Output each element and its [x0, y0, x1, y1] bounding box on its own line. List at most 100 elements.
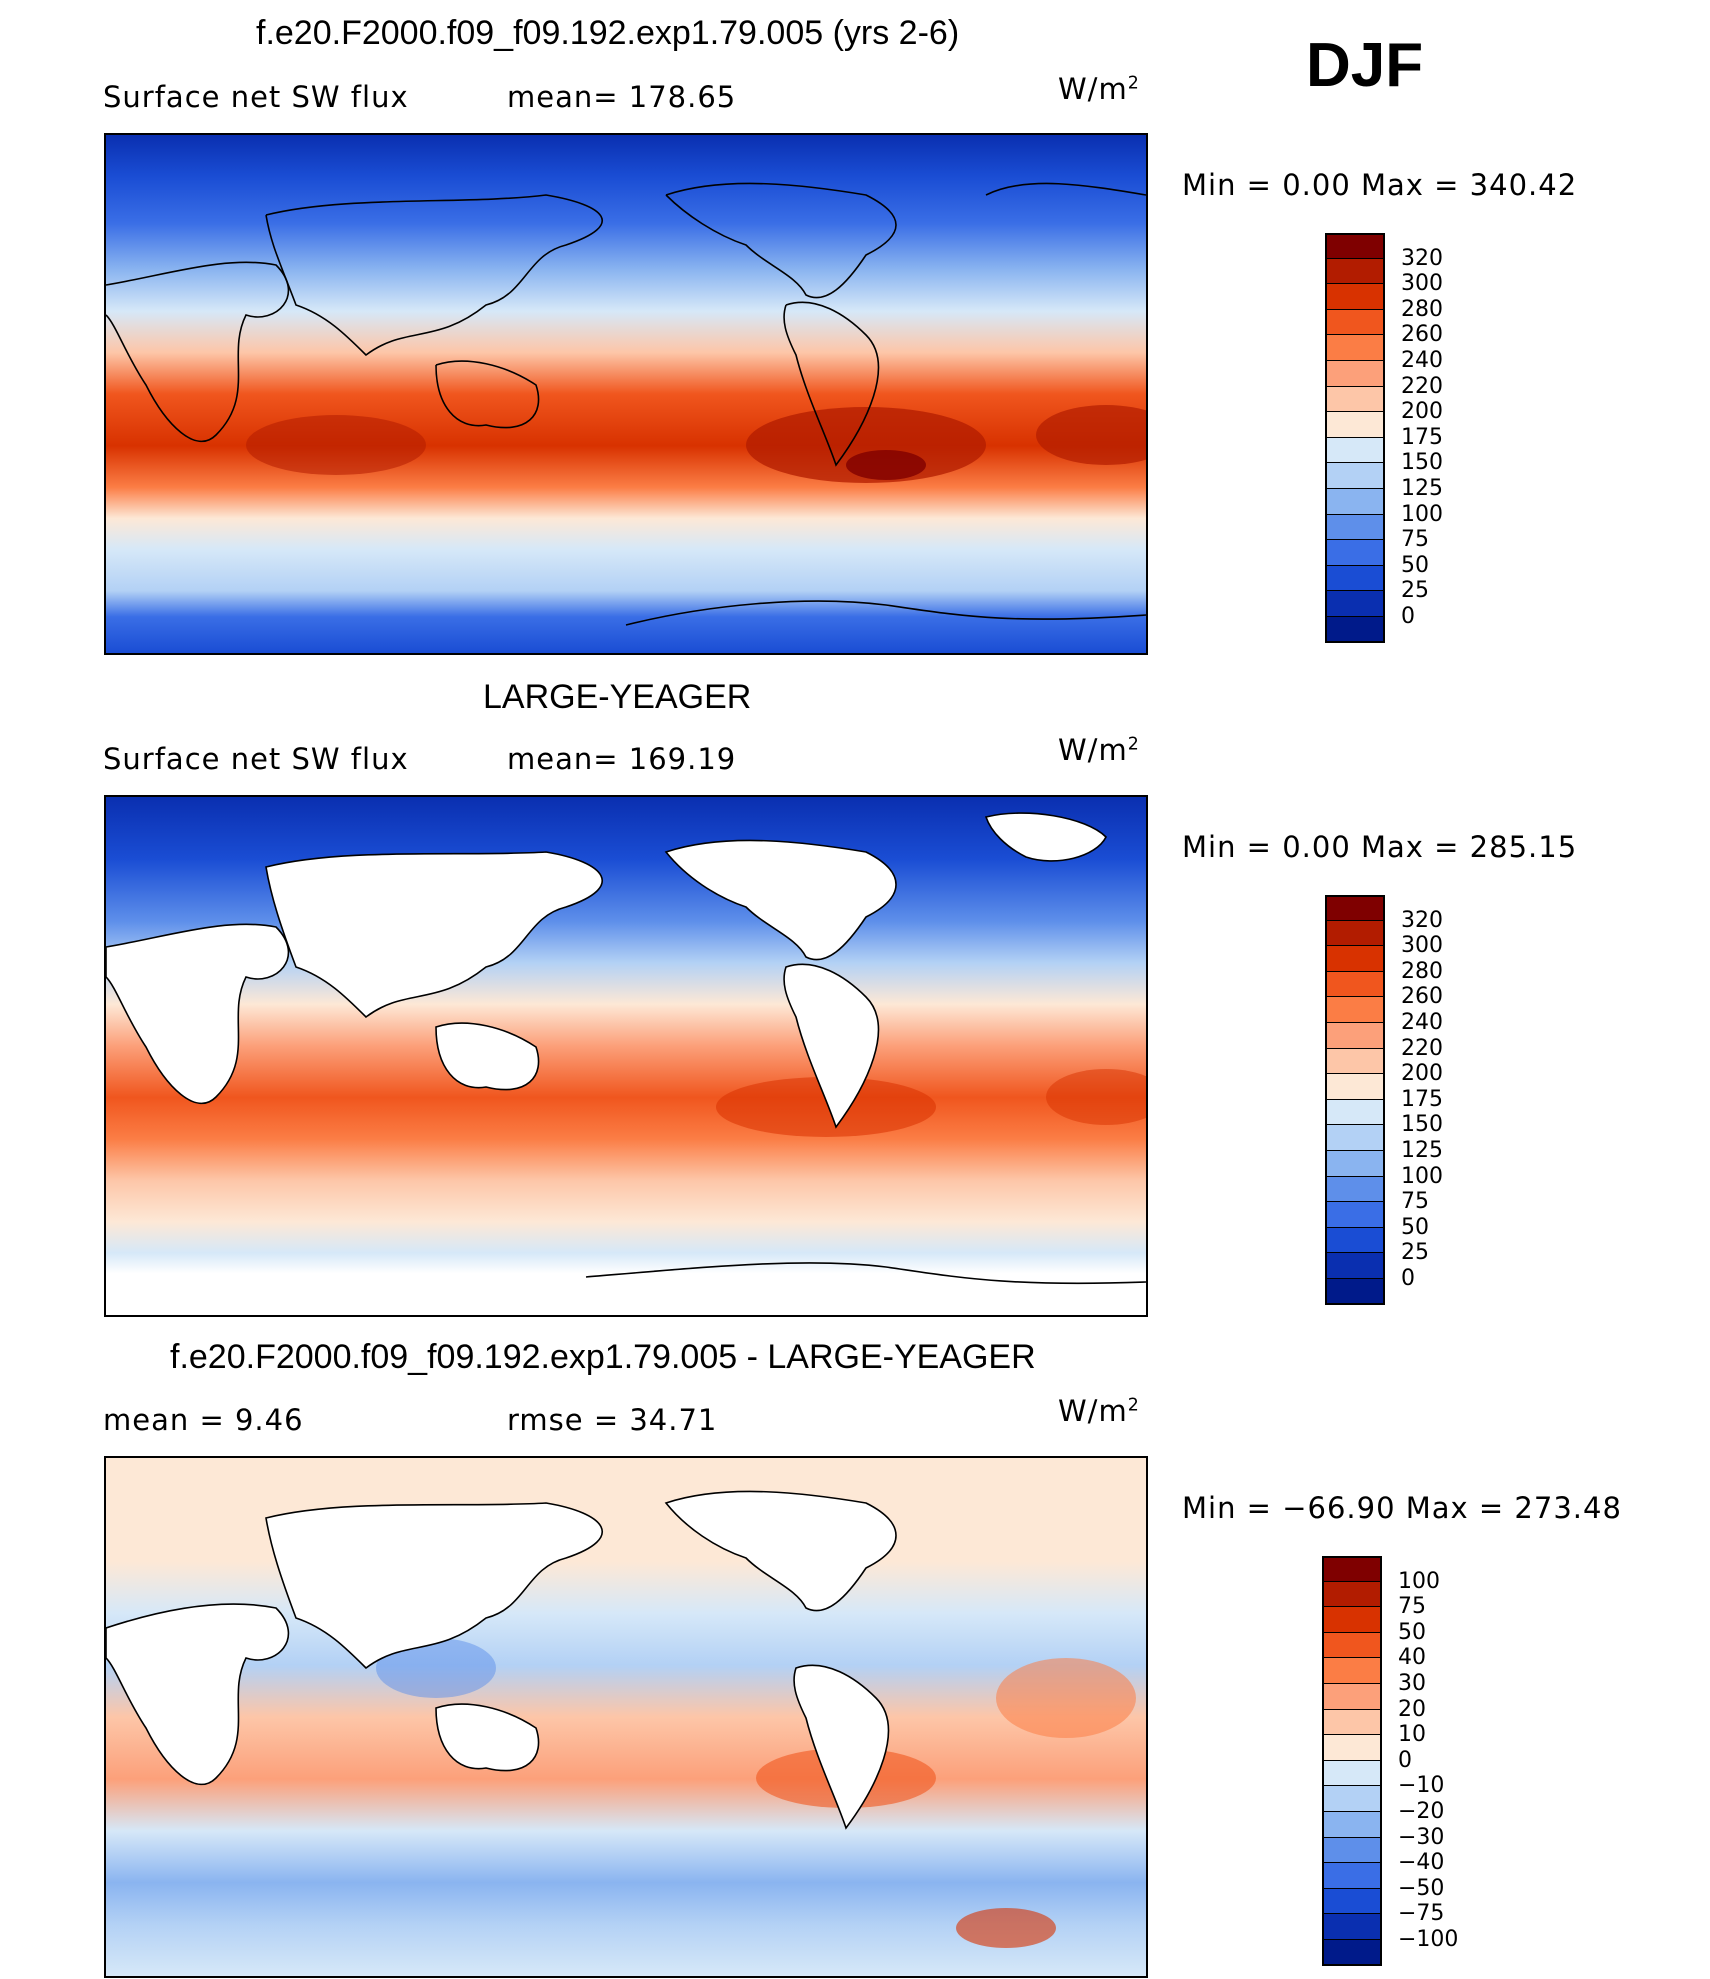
colorbar-swatch — [1325, 412, 1385, 438]
colorbar-swatch — [1325, 971, 1385, 998]
panel-1-field-label: Surface net SW flux — [103, 80, 409, 114]
panel-3-minmax: Min = −66.90 Max = 273.48 — [1182, 1491, 1622, 1525]
colorbar-swatch — [1325, 335, 1385, 361]
colorbar-tick-label: 75 — [1401, 1189, 1429, 1215]
panel-2-title: LARGE-YEAGER — [483, 678, 752, 716]
colorbar-swatch — [1322, 1837, 1382, 1864]
units-exponent: 2 — [1127, 73, 1140, 94]
colorbar-swatch — [1322, 1940, 1382, 1966]
units-text: W/m — [1058, 72, 1128, 106]
colorbar-tick-label: −20 — [1398, 1799, 1445, 1824]
colorbar-swatch — [1322, 1863, 1382, 1889]
colorbar-tick-label: −75 — [1398, 1901, 1445, 1927]
colorbar-tick-label: −10 — [1398, 1773, 1445, 1799]
colorbar-tick-label: 75 — [1401, 527, 1429, 553]
colorbar-swatch — [1322, 1786, 1382, 1812]
panel-3-mean: mean = 9.46 — [103, 1403, 304, 1437]
colorbar-swatch — [1325, 309, 1385, 336]
colorbar-swatch — [1325, 463, 1385, 489]
colorbar-tick-label: −30 — [1398, 1824, 1445, 1850]
panel-1-title: f.e20.F2000.f09_f09.192.exp1.79.005 (yrs… — [256, 14, 960, 52]
colorbar-swatch — [1325, 997, 1385, 1023]
colorbar-tick-label: −100 — [1398, 1927, 1459, 1952]
panel-3-map-svg — [106, 1458, 1146, 1976]
colorbar-swatch — [1325, 1176, 1385, 1203]
panel-1-units: W/m2 — [1058, 72, 1140, 106]
panel-1-map-svg — [106, 135, 1146, 653]
panel-2-mean: mean= 169.19 — [507, 742, 737, 776]
colorbar-tick-label: 220 — [1401, 373, 1443, 399]
colorbar-swatch — [1322, 1735, 1382, 1761]
colorbar-tick-label: 0 — [1401, 604, 1415, 629]
colorbar-tick-label: 280 — [1401, 958, 1443, 984]
colorbar-tick-label: 75 — [1398, 1594, 1426, 1620]
colorbar-swatch — [1325, 895, 1385, 921]
panel-2-map — [104, 795, 1148, 1317]
colorbar-tick-label: 0 — [1398, 1747, 1412, 1773]
colorbar-swatch — [1322, 1914, 1382, 1940]
panel-2-field-label: Surface net SW flux — [103, 742, 409, 776]
units-exponent: 2 — [1127, 1395, 1140, 1416]
colorbar-tick-label: 100 — [1398, 1568, 1440, 1594]
colorbar-tick-label: 50 — [1401, 552, 1429, 578]
colorbar-swatch — [1325, 1125, 1385, 1151]
colorbar-tick-label: 10 — [1398, 1722, 1426, 1748]
panel-1-minmax: Min = 0.00 Max = 340.42 — [1182, 168, 1578, 202]
colorbar-tick-label: −50 — [1398, 1875, 1445, 1901]
colorbar-swatch — [1325, 1048, 1385, 1075]
colorbar-swatch — [1325, 1253, 1385, 1279]
colorbar-tick-label: 50 — [1398, 1619, 1426, 1645]
colorbar-swatch — [1325, 361, 1385, 387]
colorbar-swatch — [1325, 1279, 1385, 1305]
colorbar-swatch — [1322, 1684, 1382, 1710]
panel-1-map — [104, 133, 1148, 655]
colorbar-swatch — [1325, 258, 1385, 285]
units-text: W/m — [1058, 1394, 1128, 1428]
colorbar-swatch — [1325, 284, 1385, 310]
colorbar-tick-label: 20 — [1398, 1696, 1426, 1722]
colorbar-frame — [1325, 233, 1385, 643]
colorbar-swatch — [1322, 1556, 1382, 1582]
colorbar-swatch — [1322, 1581, 1382, 1608]
colorbar-tick-label: 100 — [1401, 501, 1443, 527]
colorbar-tick-label: 240 — [1401, 1010, 1443, 1035]
colorbar-swatch — [1325, 386, 1385, 413]
colorbar-tick-label: −40 — [1398, 1850, 1445, 1876]
colorbar-swatch — [1325, 489, 1385, 515]
colorbar-tick-label: 320 — [1401, 245, 1443, 271]
colorbar-swatch — [1325, 1151, 1385, 1177]
colorbar-tick-label: 125 — [1401, 1138, 1443, 1163]
season-label: DJF — [1306, 31, 1424, 100]
panel-3-units: W/m2 — [1058, 1394, 1140, 1428]
colorbar-swatch — [1322, 1709, 1382, 1736]
colorbar-tick-label: 200 — [1401, 1061, 1443, 1087]
colorbar-swatch — [1325, 946, 1385, 972]
colorbar-tick-label: 240 — [1401, 348, 1443, 373]
colorbar-tick-label: 25 — [1401, 1240, 1429, 1266]
panel-2-units: W/m2 — [1058, 733, 1140, 767]
colorbar-tick-label: 30 — [1398, 1671, 1426, 1696]
colorbar-tick-label: 125 — [1401, 476, 1443, 501]
panel-3-rmse: rmse = 34.71 — [507, 1403, 718, 1437]
colorbar-tick-label: 175 — [1401, 1086, 1443, 1112]
colorbar-tick-label: 200 — [1401, 399, 1443, 425]
panel-2-map-svg — [106, 797, 1146, 1315]
colorbar-tick-label: 260 — [1401, 322, 1443, 348]
colorbar-swatch — [1325, 514, 1385, 541]
colorbar-tick-label: 320 — [1401, 907, 1443, 933]
units-text: W/m — [1058, 733, 1128, 767]
colorbar-tick-label: 220 — [1401, 1035, 1443, 1061]
colorbar-swatch — [1322, 1632, 1382, 1659]
colorbar-swatch — [1325, 1202, 1385, 1228]
panel-3-title: f.e20.F2000.f09_f09.192.exp1.79.005 - LA… — [170, 1338, 1036, 1376]
colorbar-swatch — [1322, 1812, 1382, 1838]
colorbar-swatch — [1325, 437, 1385, 464]
colorbar-tick-label: 150 — [1401, 1112, 1443, 1138]
panel-3-map — [104, 1456, 1148, 1978]
colorbar-tick-label: 300 — [1401, 933, 1443, 959]
colorbar-tick-label: 300 — [1401, 271, 1443, 297]
colorbar-frame — [1322, 1556, 1382, 1966]
colorbar-swatch — [1325, 540, 1385, 566]
colorbar-swatch — [1325, 233, 1385, 259]
panel-1-mean: mean= 178.65 — [507, 80, 737, 114]
